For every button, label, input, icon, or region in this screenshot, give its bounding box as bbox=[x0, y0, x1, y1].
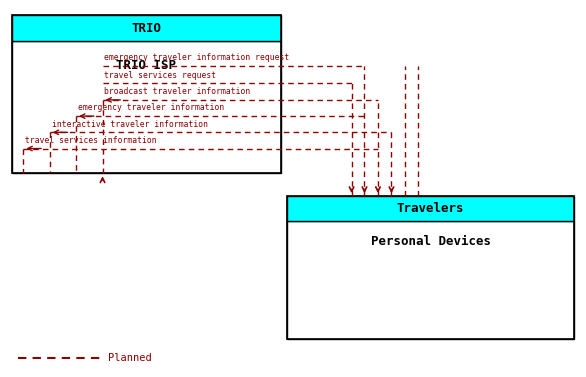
Text: Planned: Planned bbox=[108, 353, 152, 363]
Bar bbox=[287, 196, 574, 221]
Text: Travelers: Travelers bbox=[397, 202, 465, 215]
Text: travel services request: travel services request bbox=[104, 70, 216, 80]
Text: Personal Devices: Personal Devices bbox=[371, 235, 490, 248]
Text: emergency traveler information request: emergency traveler information request bbox=[104, 53, 289, 62]
Bar bbox=[287, 196, 574, 339]
Bar bbox=[12, 41, 281, 173]
Bar bbox=[287, 221, 574, 339]
Bar bbox=[12, 15, 281, 173]
Bar bbox=[12, 15, 281, 41]
Text: travel services information: travel services information bbox=[25, 136, 157, 145]
Text: broadcast traveler information: broadcast traveler information bbox=[104, 87, 251, 96]
Text: TRIO ISP: TRIO ISP bbox=[117, 59, 176, 72]
Text: interactive traveler information: interactive traveler information bbox=[52, 120, 207, 129]
Text: TRIO: TRIO bbox=[131, 22, 162, 35]
Text: emergency traveler information: emergency traveler information bbox=[78, 103, 224, 112]
